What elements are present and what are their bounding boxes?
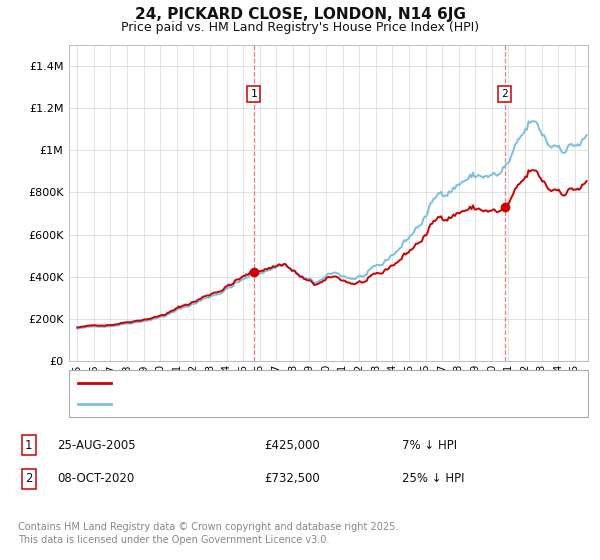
- Text: 24, PICKARD CLOSE, LONDON, N14 6JG (detached house): 24, PICKARD CLOSE, LONDON, N14 6JG (deta…: [118, 376, 455, 389]
- Text: 1: 1: [25, 438, 32, 452]
- Text: 7% ↓ HPI: 7% ↓ HPI: [402, 438, 457, 452]
- Text: 2: 2: [501, 89, 508, 99]
- Text: 2: 2: [25, 472, 32, 486]
- Text: HPI: Average price, detached house, Enfield: HPI: Average price, detached house, Enfi…: [118, 398, 377, 410]
- Text: Contains HM Land Registry data © Crown copyright and database right 2025.
This d: Contains HM Land Registry data © Crown c…: [18, 522, 398, 545]
- Text: 08-OCT-2020: 08-OCT-2020: [57, 472, 134, 486]
- Text: 24, PICKARD CLOSE, LONDON, N14 6JG: 24, PICKARD CLOSE, LONDON, N14 6JG: [134, 7, 466, 22]
- Text: £732,500: £732,500: [264, 472, 320, 486]
- Text: Price paid vs. HM Land Registry's House Price Index (HPI): Price paid vs. HM Land Registry's House …: [121, 21, 479, 34]
- Text: 1: 1: [251, 89, 257, 99]
- Text: £425,000: £425,000: [264, 438, 320, 452]
- Text: 25% ↓ HPI: 25% ↓ HPI: [402, 472, 464, 486]
- Text: 25-AUG-2005: 25-AUG-2005: [57, 438, 136, 452]
